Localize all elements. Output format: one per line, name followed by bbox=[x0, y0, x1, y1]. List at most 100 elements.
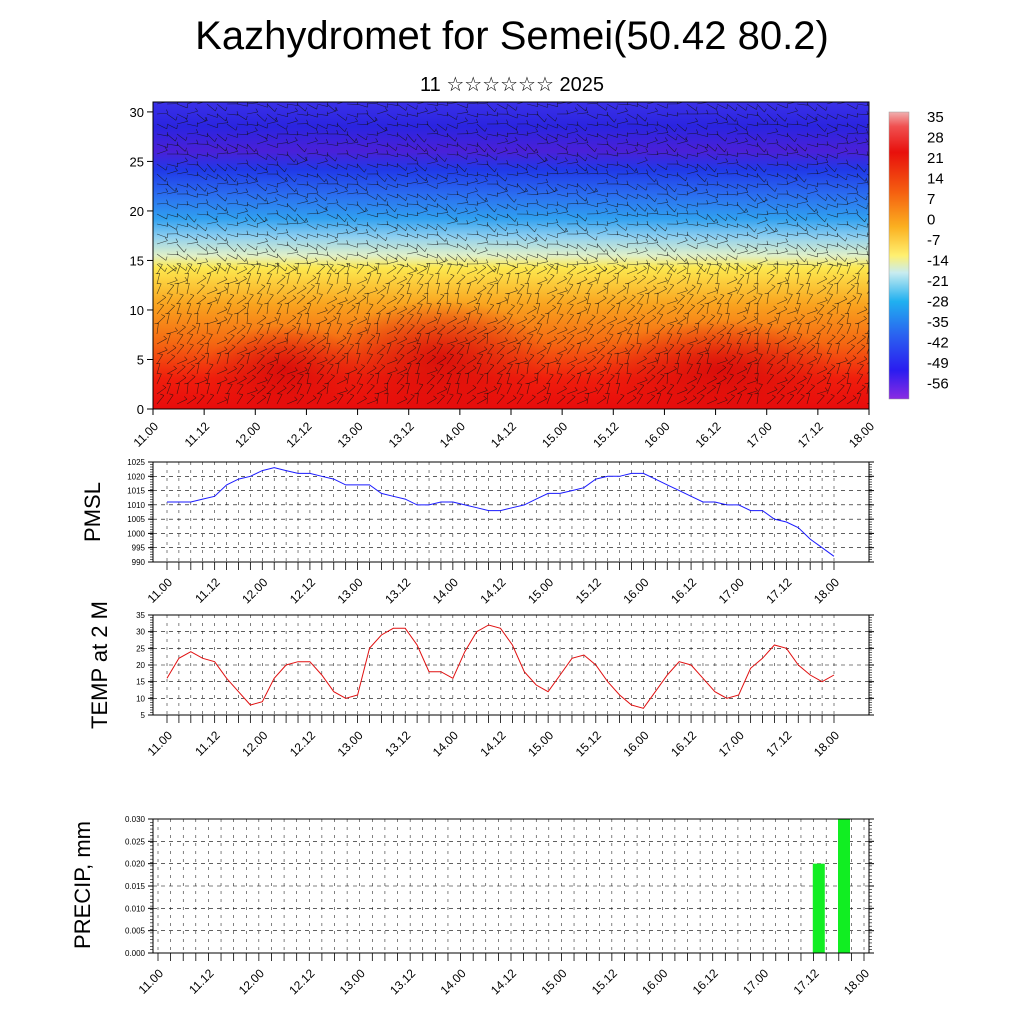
wind-barb-flag bbox=[417, 313, 422, 315]
wind-barb-flag bbox=[603, 366, 608, 370]
wind-barb bbox=[796, 334, 803, 345]
wind-barb-flag bbox=[594, 188, 597, 193]
wind-barb-flag bbox=[356, 155, 358, 160]
wind-barb-flag bbox=[344, 272, 349, 275]
wind-barb bbox=[256, 213, 265, 223]
wind-barb-flag bbox=[876, 200, 878, 204]
wind-barb bbox=[536, 334, 543, 345]
wind-barb-flag bbox=[569, 283, 574, 286]
wind-barb bbox=[706, 274, 714, 285]
wind-barb bbox=[746, 380, 758, 385]
wind-barb bbox=[256, 286, 266, 295]
wind-barb-flag bbox=[563, 275, 567, 280]
wind-barb bbox=[306, 363, 312, 375]
wind-barb bbox=[256, 233, 268, 236]
wind-barb-flag bbox=[455, 216, 458, 221]
wind-barb-flag bbox=[570, 333, 575, 336]
wind-barb-flag bbox=[330, 374, 335, 377]
wind-barb bbox=[716, 263, 726, 272]
wind-barb bbox=[756, 363, 759, 375]
wind-barb bbox=[556, 133, 568, 139]
wind-barb bbox=[706, 222, 718, 225]
wind-barb bbox=[306, 212, 318, 215]
wind-barb-flag bbox=[854, 282, 859, 285]
wind-barb-flag bbox=[664, 347, 668, 351]
wind-barb-flag bbox=[449, 353, 454, 356]
wind-barb bbox=[646, 163, 655, 173]
wind-barb-flag bbox=[823, 366, 828, 370]
wind-barb-flag bbox=[715, 219, 719, 223]
wind-barb-flag bbox=[677, 102, 679, 104]
wind-barb bbox=[186, 383, 189, 395]
wind-barb bbox=[496, 133, 508, 137]
wind-barb-flag bbox=[854, 137, 858, 141]
wind-barb bbox=[766, 253, 779, 255]
wind-barb bbox=[846, 200, 858, 205]
wind-barb bbox=[356, 334, 363, 345]
wind-barb bbox=[526, 316, 536, 325]
wind-barb-flag bbox=[758, 293, 763, 295]
wind-barb bbox=[236, 313, 239, 325]
wind-barb-flag bbox=[235, 147, 238, 152]
wind-barb-flag bbox=[335, 176, 338, 181]
wind-barb bbox=[236, 283, 240, 295]
wind-barb bbox=[386, 308, 397, 315]
wind-barb bbox=[416, 210, 428, 215]
wind-barb bbox=[306, 173, 318, 178]
wind-barb-flag bbox=[728, 363, 733, 366]
wind-barb bbox=[186, 242, 198, 245]
wind-barb bbox=[376, 333, 381, 345]
wind-barb bbox=[166, 223, 177, 230]
wind-barb-flag bbox=[208, 333, 213, 335]
wind-barb-flag bbox=[821, 324, 826, 327]
wind-barb bbox=[236, 113, 247, 121]
wind-barb bbox=[836, 212, 848, 215]
wind-barb bbox=[286, 356, 296, 365]
wind-barb bbox=[346, 395, 355, 405]
wind-barb bbox=[396, 375, 405, 385]
wind-barb-flag bbox=[205, 98, 207, 101]
wind-barb bbox=[716, 263, 722, 275]
wind-barb bbox=[746, 163, 756, 172]
wind-barb-flag bbox=[565, 126, 568, 131]
wind-barb bbox=[236, 394, 244, 405]
wind-barb bbox=[686, 223, 698, 226]
wind-barb-flag bbox=[376, 131, 379, 136]
wind-barb-flag bbox=[225, 167, 228, 172]
wind-barb-flag bbox=[163, 335, 167, 339]
wind-barb bbox=[266, 346, 276, 355]
wind-barb-flag bbox=[588, 323, 593, 325]
wind-barb bbox=[306, 285, 315, 295]
wind-barb bbox=[156, 338, 167, 345]
wind-barb bbox=[426, 193, 436, 202]
wind-barb-flag bbox=[684, 258, 687, 262]
wind-barb bbox=[746, 233, 758, 240]
wind-barb bbox=[476, 213, 488, 219]
wind-barb-flag bbox=[584, 266, 588, 270]
wind-barb-flag bbox=[166, 98, 168, 101]
wind-barb bbox=[626, 318, 637, 325]
wind-barb bbox=[556, 243, 568, 248]
wind-barb-flag bbox=[538, 283, 543, 285]
wind-barb bbox=[436, 326, 446, 335]
wind-barb-flag bbox=[166, 199, 169, 204]
wind-barb-flag bbox=[585, 167, 588, 172]
wind-barb bbox=[706, 133, 718, 136]
wind-barb bbox=[706, 121, 718, 125]
wind-barb-flag bbox=[596, 155, 598, 160]
wind-barb bbox=[316, 365, 325, 375]
wind-barb-flag bbox=[696, 110, 699, 115]
wind-barb bbox=[816, 233, 828, 236]
wind-barb bbox=[396, 123, 408, 127]
wind-barb-flag bbox=[526, 165, 528, 170]
wind-barb bbox=[436, 334, 443, 345]
wind-barb bbox=[596, 317, 606, 325]
wind-barb-flag bbox=[459, 353, 464, 356]
wind-barb bbox=[226, 133, 238, 138]
wind-barb-flag bbox=[436, 175, 438, 180]
wind-barb bbox=[476, 233, 488, 239]
wind-barb bbox=[626, 305, 635, 315]
wind-barb-flag bbox=[845, 208, 849, 213]
wind-barb bbox=[206, 103, 216, 112]
wind-barb-flag bbox=[745, 267, 748, 272]
